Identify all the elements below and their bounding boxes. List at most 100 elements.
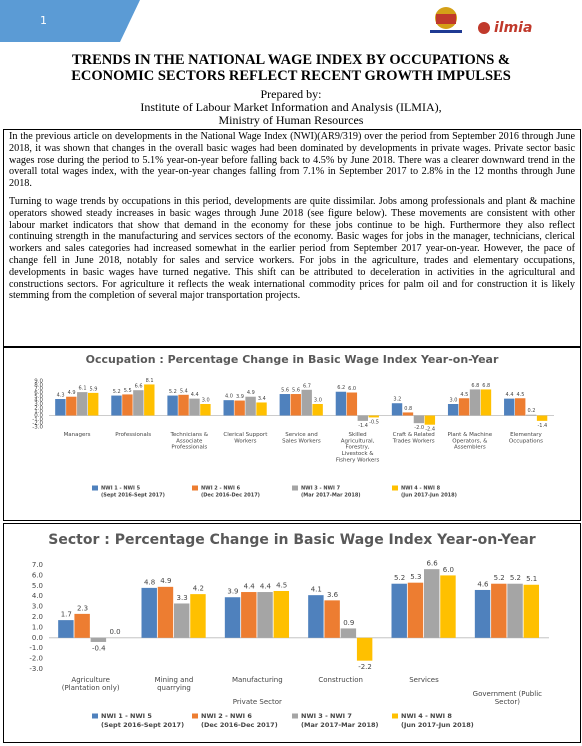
x-tick-label: Plant & Machine Operators, & Assemblers <box>447 432 492 451</box>
crest-logo <box>430 7 462 33</box>
y-tick-label: 1.0 <box>32 623 43 631</box>
bar <box>312 404 323 416</box>
bar <box>144 384 155 416</box>
paragraph: In the previous article on developments … <box>9 131 575 190</box>
x-tick-label: Service and Sales Workers <box>282 432 321 444</box>
value-label: 3.0 <box>449 398 457 404</box>
bar <box>413 415 425 424</box>
bar <box>279 394 291 416</box>
value-label: 6.2 <box>337 385 345 391</box>
prepared-by-block: Prepared by: Institute of Labour Market … <box>0 88 582 127</box>
bar <box>480 389 492 416</box>
value-label: 4.4 <box>191 392 199 398</box>
chart-title: Sector : Percentage Change in Basic Wage… <box>48 532 536 548</box>
legend-period: (Dec 2016-Dec 2017) <box>201 493 260 499</box>
value-label: 5.2 <box>394 574 405 582</box>
bar <box>241 592 257 638</box>
value-label: 6.0 <box>443 566 454 574</box>
y-tick-label: 3.0 <box>34 402 43 408</box>
bar <box>245 396 256 416</box>
y-tick-label: -2.0 <box>29 655 43 663</box>
legend-period: (Sept 2016-Sept 2017) <box>101 493 165 499</box>
x-tick-label: Mining and quarrying <box>155 676 194 692</box>
bar <box>189 398 200 416</box>
x-tick-label: Construction <box>318 676 363 684</box>
page-header: 1 ilmia <box>0 0 532 42</box>
x-tick-label: Clerical Support Workers <box>223 432 268 444</box>
value-label: 5.6 <box>292 388 300 394</box>
y-tick-label: 6.0 <box>32 571 43 579</box>
legend-label: NWI 1 - NWI 5 <box>101 486 141 492</box>
value-label: 3.4 <box>258 396 266 402</box>
bar <box>301 389 312 416</box>
y-tick-label: -3.0 <box>32 425 43 431</box>
value-label: 3.0 <box>202 398 210 404</box>
bar <box>469 389 481 416</box>
legend-swatch <box>192 485 198 491</box>
value-label: -2.4 <box>425 427 435 433</box>
value-label: 8.1 <box>146 378 154 384</box>
legend-label: NWI 2 - NWI 6 <box>201 486 241 492</box>
x-tick-label: Craft & Related Trades Workers <box>392 432 435 444</box>
value-label: -2.0 <box>414 425 424 431</box>
value-label: 3.6 <box>327 591 339 599</box>
prepared-by: Prepared by: <box>260 87 322 101</box>
bar <box>141 587 157 638</box>
value-label: 6.8 <box>482 383 490 389</box>
y-tick-label: -3.0 <box>29 665 43 673</box>
bar <box>223 400 234 416</box>
value-label: 1.7 <box>61 611 72 619</box>
x-tick-label: Technicians & Associate Professionals <box>169 432 208 451</box>
bar <box>66 396 77 416</box>
legend-label: NWI 2 - NWI 6 <box>201 712 252 720</box>
legend-label: NWI 4 - NWI 8 <box>401 486 441 492</box>
bar <box>55 399 66 416</box>
bar <box>447 404 459 416</box>
value-label: 4.2 <box>193 585 204 593</box>
x-tick-label: Professionals <box>115 432 151 438</box>
value-label: 6.0 <box>348 386 356 392</box>
y-tick-label: 0.0 <box>32 634 43 642</box>
legend-swatch <box>92 485 98 491</box>
y-tick-label: 9.0 <box>34 379 43 385</box>
bar <box>391 583 407 638</box>
bar <box>507 583 523 638</box>
bar <box>324 600 340 638</box>
value-label: 6.7 <box>303 383 311 389</box>
legend-label: NWI 3 - NWI 7 <box>301 486 341 492</box>
y-tick-label: 0.0 <box>34 413 43 419</box>
header-band <box>0 0 140 42</box>
bar <box>402 412 414 416</box>
bar <box>74 613 90 638</box>
legend-period: (Sept 2016-Sept 2017) <box>101 721 184 729</box>
bar <box>523 584 540 638</box>
bar <box>167 395 178 416</box>
value-label: 3.3 <box>177 594 188 602</box>
value-label: 4.9 <box>160 577 171 585</box>
legend-swatch <box>392 485 398 491</box>
y-tick-label: 4.0 <box>32 592 43 600</box>
value-label: -0.5 <box>369 419 379 425</box>
y-tick-label: 8.0 <box>34 382 43 388</box>
x-tick-label: Skilled Agricultural, Forestry, Livestock &… <box>336 432 380 463</box>
value-label: -1.4 <box>537 423 547 429</box>
value-label: 3.9 <box>227 588 238 596</box>
value-label: 3.9 <box>236 394 244 400</box>
bar <box>504 398 515 416</box>
y-tick-label: 5.0 <box>34 394 43 400</box>
bar <box>424 569 440 638</box>
bar <box>308 595 324 638</box>
bar <box>257 592 273 638</box>
bar <box>174 603 190 638</box>
y-tick-label: 4.0 <box>34 398 43 404</box>
bar <box>491 583 507 638</box>
bar <box>525 414 537 416</box>
y-tick-label: -1.0 <box>29 644 43 652</box>
value-label: 6.8 <box>471 383 479 389</box>
bar <box>391 403 403 416</box>
page-number: 1 <box>40 14 47 27</box>
bar <box>133 390 144 416</box>
body-text: In the previous article on developments … <box>3 129 581 347</box>
value-label: 3.2 <box>393 397 401 403</box>
